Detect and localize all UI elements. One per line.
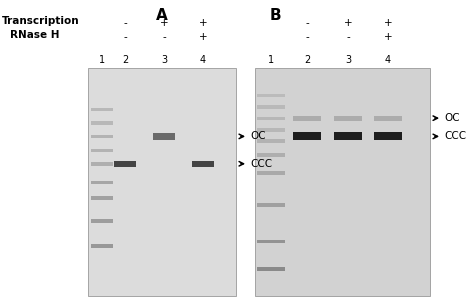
Text: -: -	[305, 18, 309, 28]
Text: 4: 4	[385, 55, 391, 65]
Text: 1: 1	[99, 55, 105, 65]
Text: -: -	[305, 32, 309, 42]
Bar	[255, 68, 430, 296]
Bar	[257, 117, 285, 120]
Bar	[153, 133, 175, 140]
Bar	[257, 128, 285, 132]
Bar	[257, 94, 285, 97]
Bar	[374, 132, 402, 140]
Text: CCC: CCC	[444, 132, 466, 141]
Text: 3: 3	[345, 55, 351, 65]
Bar	[91, 148, 113, 152]
Bar	[192, 161, 214, 167]
Text: +: +	[383, 32, 392, 42]
Text: B: B	[269, 8, 281, 23]
Bar	[88, 68, 236, 296]
Bar	[91, 180, 113, 184]
Text: RNase H: RNase H	[10, 30, 60, 40]
Bar	[257, 171, 285, 175]
Bar	[374, 116, 402, 121]
Bar	[293, 132, 321, 140]
Bar	[257, 203, 285, 207]
Bar	[91, 135, 113, 138]
Bar	[257, 140, 285, 143]
Text: 2: 2	[304, 55, 310, 65]
Text: OC: OC	[444, 113, 460, 123]
Bar	[91, 107, 113, 111]
Text: Transcription: Transcription	[2, 16, 80, 26]
Bar	[91, 219, 113, 223]
Bar	[114, 161, 136, 167]
Text: CCC: CCC	[250, 159, 272, 169]
Text: +: +	[383, 18, 392, 28]
Bar	[293, 116, 321, 121]
Bar	[257, 240, 285, 243]
Text: +: +	[160, 18, 168, 28]
Text: A: A	[156, 8, 168, 23]
Bar	[257, 153, 285, 157]
Text: +: +	[199, 18, 207, 28]
Bar	[334, 116, 362, 121]
Text: 4: 4	[200, 55, 206, 65]
Text: -: -	[123, 32, 127, 42]
Text: +: +	[344, 18, 352, 28]
Text: 3: 3	[161, 55, 167, 65]
Bar	[334, 132, 362, 140]
Bar	[91, 197, 113, 200]
Bar	[91, 244, 113, 248]
Text: +: +	[199, 32, 207, 42]
Text: -: -	[162, 32, 166, 42]
Text: 2: 2	[122, 55, 128, 65]
Text: 1: 1	[268, 55, 274, 65]
Text: OC: OC	[250, 132, 265, 141]
Text: -: -	[346, 32, 350, 42]
Text: -: -	[123, 18, 127, 28]
Bar	[257, 105, 285, 109]
Bar	[257, 267, 285, 271]
Bar	[91, 121, 113, 125]
Bar	[91, 162, 113, 166]
